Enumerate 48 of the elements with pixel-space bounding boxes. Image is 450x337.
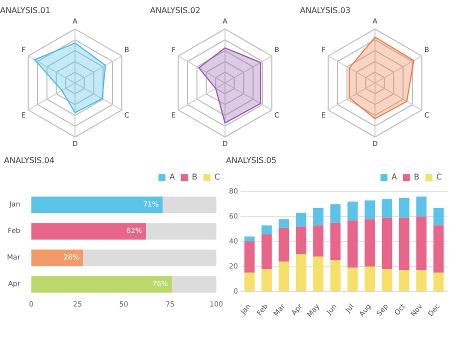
bar (262, 225, 272, 234)
bar (399, 198, 410, 218)
legend-label: B (414, 172, 420, 182)
bar (262, 269, 272, 292)
legend-label: C (214, 172, 220, 182)
bar (416, 216, 427, 270)
bar (31, 250, 84, 266)
bar (364, 266, 375, 292)
bar (313, 225, 324, 257)
bar (364, 219, 375, 267)
bar (330, 260, 341, 292)
legend-label: A (169, 172, 176, 182)
bar (382, 218, 392, 270)
bar (296, 254, 306, 292)
chart-title: ANALYSIS.05 (226, 156, 276, 165)
bar (313, 256, 324, 292)
bar (416, 196, 427, 217)
chart-title: ANALYSIS.01 (0, 6, 50, 15)
bar (296, 226, 306, 254)
bar (433, 272, 444, 292)
bar (244, 236, 255, 242)
bar (364, 200, 375, 220)
bar (313, 208, 324, 226)
bar (433, 225, 444, 273)
chart-title: ANALYSIS.04 (4, 156, 54, 165)
bar (244, 242, 255, 273)
bar (347, 220, 358, 268)
bar (399, 270, 410, 292)
bar (399, 218, 410, 270)
legend-label: C (436, 172, 442, 182)
bar (278, 228, 290, 262)
bar (433, 208, 444, 226)
bar (296, 212, 306, 227)
bar (347, 268, 358, 292)
bar (262, 234, 272, 270)
bar (244, 272, 255, 292)
bar (382, 269, 392, 292)
bar (382, 199, 392, 218)
bar (278, 219, 290, 228)
bar (330, 222, 341, 260)
bar (416, 270, 427, 292)
bar (347, 202, 358, 220)
legend-label: A (391, 172, 398, 182)
legend-label: B (192, 172, 198, 182)
bar (278, 262, 290, 292)
bar (330, 204, 341, 223)
chart-title: ANALYSIS.03 (300, 6, 350, 15)
chart-title: ANALYSIS.02 (150, 6, 200, 15)
